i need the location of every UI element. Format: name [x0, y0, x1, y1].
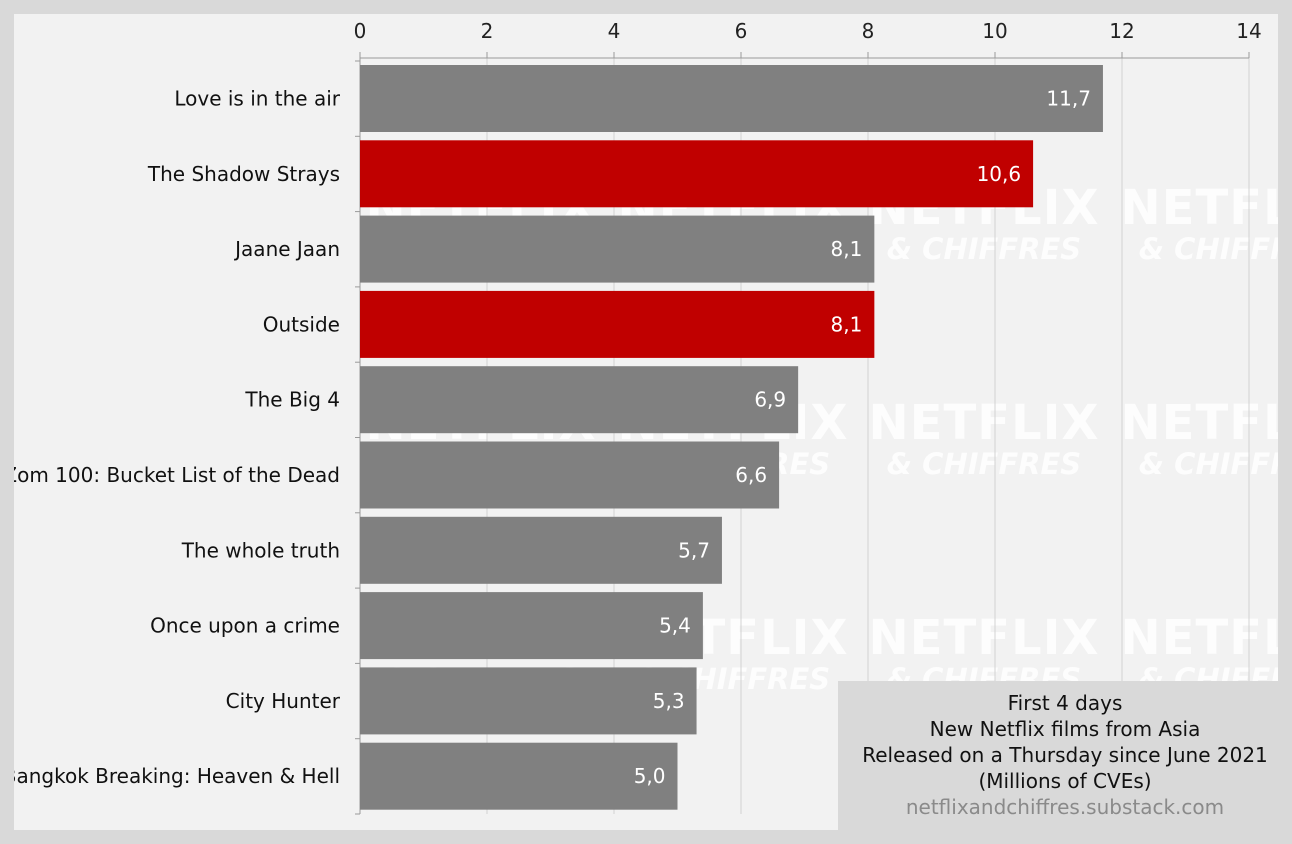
category-label: The Big 4 — [244, 388, 340, 412]
caption-line-1: First 4 days — [1007, 691, 1123, 715]
bar-value-label: 5,0 — [634, 764, 666, 788]
bar-value-label: 6,6 — [735, 463, 767, 487]
bar-value-label: 10,6 — [977, 162, 1022, 186]
category-label: City Hunter — [226, 689, 341, 713]
bar-value-label: 5,3 — [653, 689, 685, 713]
watermark-word: NETFLIX — [869, 610, 1100, 666]
category-label: Outside — [263, 312, 340, 336]
x-tick-label: 10 — [982, 19, 1007, 43]
bar-value-label: 11,7 — [1046, 87, 1091, 111]
caption-source: netflixandchiffres.substack.com — [905, 795, 1225, 819]
x-tick-label: 8 — [862, 19, 875, 43]
bar — [360, 592, 703, 660]
x-tick-label: 2 — [481, 19, 494, 43]
bar — [360, 65, 1103, 132]
bar — [360, 366, 799, 434]
watermark-word: NETFLIX — [1121, 610, 1278, 666]
bar — [360, 140, 1034, 208]
watermark-sub: & CHIFFRES — [1139, 447, 1278, 481]
bar-value-label: 6,9 — [754, 388, 786, 412]
category-label: Zom 100: Bucket List of the Dead — [14, 463, 340, 487]
bar-value-label: 5,7 — [678, 538, 710, 562]
category-label: The Shadow Strays — [147, 162, 340, 186]
x-tick-label: 12 — [1109, 19, 1134, 43]
bar — [360, 290, 875, 358]
category-label: The whole truth — [181, 538, 340, 562]
caption-line-2: New Netflix films from Asia — [929, 717, 1201, 741]
caption-line-3: Released on a Thursday since June 2021 — [862, 743, 1268, 767]
watermark-sub: & CHIFFRES — [887, 232, 1081, 266]
bar-value-label: 8,1 — [831, 312, 863, 336]
bar — [360, 667, 697, 735]
watermark-word: NETFLIX — [1121, 180, 1278, 236]
bar — [360, 441, 780, 509]
category-label: Love is in the air — [174, 87, 340, 111]
bar — [360, 215, 875, 283]
bar — [360, 516, 722, 584]
bar — [360, 742, 678, 810]
x-tick-label: 14 — [1236, 19, 1261, 43]
x-tick-label: 0 — [354, 19, 367, 43]
bar-value-label: 8,1 — [831, 237, 863, 261]
category-label: Once upon a crime — [150, 614, 340, 638]
x-tick-label: 6 — [735, 19, 748, 43]
watermark-sub: & CHIFFRES — [1139, 232, 1278, 266]
caption-line-4: (Millions of CVEs) — [978, 769, 1152, 793]
category-label: Jaane Jaan — [233, 237, 340, 261]
chart-caption: First 4 days New Netflix films from Asia… — [838, 681, 1292, 844]
bar-value-label: 5,4 — [659, 614, 691, 638]
x-tick-label: 4 — [608, 19, 621, 43]
watermark-word: NETFLIX — [1121, 395, 1278, 451]
watermark-word: NETFLIX — [869, 395, 1100, 451]
category-label: Bangkok Breaking: Heaven & Hell — [14, 764, 340, 788]
watermark-sub: & CHIFFRES — [887, 447, 1081, 481]
